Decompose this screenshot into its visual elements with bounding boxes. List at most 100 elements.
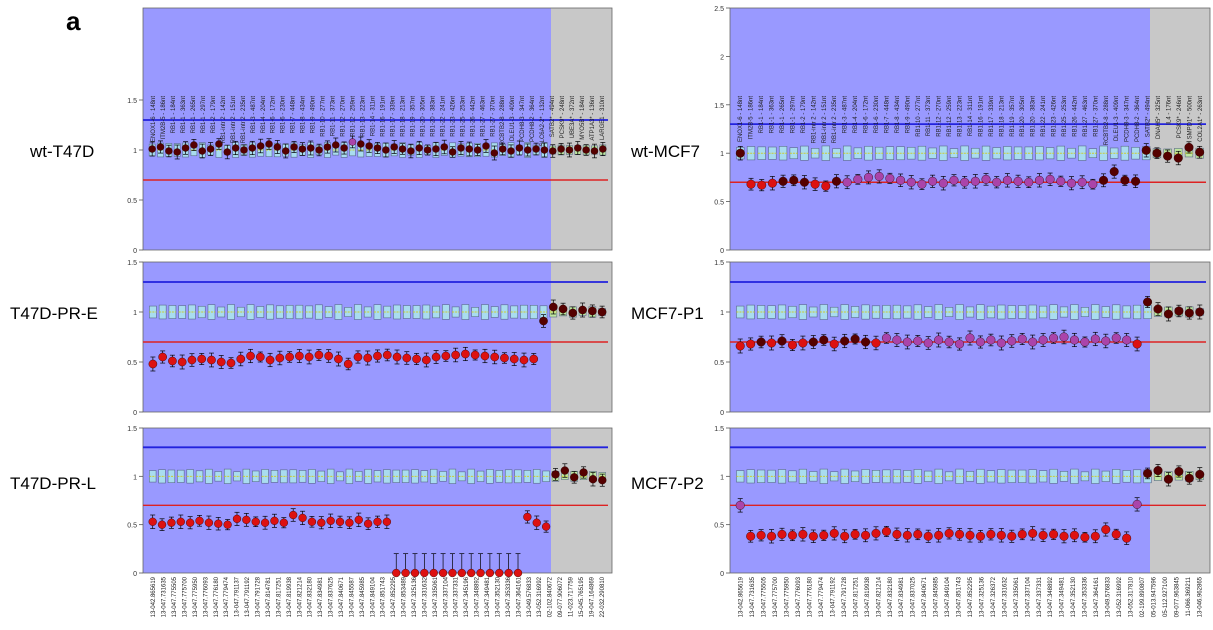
data-point <box>198 355 206 363</box>
data-point <box>924 532 933 541</box>
data-point <box>1035 176 1044 185</box>
y-tick-label: 0 <box>720 571 724 578</box>
data-point <box>939 179 948 188</box>
position-label: 13-047.851743 <box>381 576 387 617</box>
data-point <box>407 147 414 154</box>
data-point <box>289 511 297 519</box>
data-point <box>276 354 284 362</box>
data-point <box>232 144 239 151</box>
data-point <box>477 569 485 577</box>
data-point <box>832 177 841 186</box>
data-point <box>167 519 175 527</box>
data-point <box>366 142 373 149</box>
control-background <box>551 428 612 573</box>
probe-label: RB1-18 - 213nt <box>400 96 406 137</box>
data-point <box>757 338 766 347</box>
position-label: 13-047.821214 <box>876 576 882 617</box>
data-point <box>1131 177 1140 186</box>
position-label: 13-047.345196 <box>464 576 470 617</box>
probe-label: RB1-3 - 487nt <box>251 96 257 134</box>
data-point <box>364 520 372 528</box>
data-point <box>736 149 745 158</box>
data-point <box>374 518 382 526</box>
data-point <box>843 178 852 187</box>
data-point <box>1195 148 1204 157</box>
probe-label: RCBTB2-8 - 288nt <box>500 96 506 146</box>
data-point <box>188 356 196 364</box>
position-label: 13-047.731635 <box>750 576 756 617</box>
position-label: 13-047.731635 <box>162 576 168 617</box>
data-point <box>249 144 256 151</box>
probe-label: RB1-17 - 339nt <box>390 96 396 137</box>
data-point <box>811 180 820 189</box>
data-point <box>286 353 294 361</box>
data-point <box>591 147 598 154</box>
data-point <box>768 179 777 188</box>
data-point <box>1154 466 1163 475</box>
data-point <box>539 317 547 325</box>
data-point <box>1185 143 1194 152</box>
data-point <box>357 140 364 147</box>
y-tick-label: 0 <box>133 571 137 578</box>
data-point <box>757 531 766 540</box>
data-point <box>1175 467 1184 476</box>
control-background <box>1150 262 1210 412</box>
data-point <box>1154 305 1163 314</box>
data-point <box>1112 530 1121 539</box>
probe-label: RB1-10 - 277nt <box>321 96 327 137</box>
data-point <box>514 569 522 577</box>
probe-label: RB1-26 - 442nt <box>470 96 476 137</box>
probe-label: RB1-12 - 259nt <box>947 96 953 137</box>
data-point <box>830 529 839 538</box>
position-label: 13-047.834981 <box>318 576 324 617</box>
position-label: 13-047.337331 <box>454 576 460 617</box>
data-point <box>966 531 975 540</box>
data-point <box>918 180 927 189</box>
data-point <box>458 569 466 577</box>
position-label: 13-047.817251 <box>853 576 859 617</box>
position-label: 13-046.962865 <box>1197 576 1203 617</box>
data-point <box>383 518 391 526</box>
data-point <box>799 339 808 348</box>
data-point <box>159 353 167 361</box>
data-point <box>1122 336 1131 345</box>
data-point <box>851 335 860 344</box>
position-label: 13-047.775700 <box>183 576 189 617</box>
position-label: 13-047.775700 <box>773 576 779 617</box>
data-point <box>997 531 1006 540</box>
data-point <box>149 518 157 526</box>
data-point <box>778 530 787 539</box>
data-point <box>214 520 222 528</box>
position-label: 13-047.348892 <box>1048 576 1054 617</box>
probe-label: RB1-13 - 223nt <box>361 96 367 137</box>
data-point <box>987 530 996 539</box>
position-label: 13-047.335061 <box>1014 576 1020 617</box>
position-label: 13-047.849104 <box>370 576 376 617</box>
data-point <box>354 353 362 361</box>
probe-label: PCDH8-3 - 347nt <box>1125 96 1131 142</box>
y-tick-label: 2.5 <box>714 6 724 13</box>
data-point <box>252 518 260 526</box>
probe-label: RB1-intr 2 - 235nt <box>832 96 838 144</box>
data-point <box>305 353 313 361</box>
probe-label: PCDH8-2 - 364nt <box>530 96 536 142</box>
probe-label: SLC6A2-2* - 132nt <box>540 96 546 147</box>
data-point <box>872 529 881 538</box>
data-point <box>382 146 389 153</box>
probe-label: ATP1A3* - 136nt <box>590 96 596 141</box>
data-point <box>242 516 250 524</box>
position-label: 13-047.337104 <box>443 576 449 617</box>
data-point <box>1133 500 1142 509</box>
probe-label: LARGE1 - 310nt <box>600 96 606 140</box>
data-point <box>520 356 528 364</box>
probe-label: RB1-8 - 434nt <box>895 96 901 134</box>
data-point <box>928 177 937 186</box>
data-point <box>327 517 335 525</box>
probe-label: RB1-22 - 241nt <box>1041 96 1047 137</box>
data-point <box>1164 475 1173 484</box>
position-label: 15-045.765195 <box>579 576 585 617</box>
position-label: 13-047.791137 <box>235 576 241 617</box>
data-point <box>913 530 922 539</box>
data-point <box>237 355 245 363</box>
data-point <box>422 356 430 364</box>
